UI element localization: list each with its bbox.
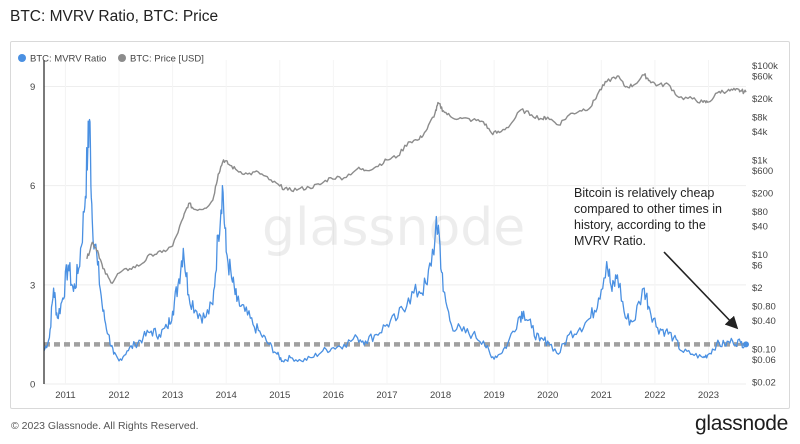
annotation-text-line: history, according to the: [574, 218, 706, 232]
annotation-text-line: Bitcoin is relatively cheap: [574, 186, 714, 200]
mvrv-end-marker: [743, 341, 749, 348]
right-axis-tick-label: $0.10: [752, 344, 776, 355]
legend-price-label: BTC: Price [USD]: [130, 54, 204, 65]
mvrv-series-line: [43, 118, 747, 363]
legend-mvrv-label: BTC: MVRV Ratio: [30, 54, 106, 65]
chart-legend: BTC: MVRV Ratio BTC: Price [USD]: [18, 54, 204, 65]
price-series-line: [86, 73, 747, 284]
left-axis-tick-label: 9: [30, 82, 35, 93]
left-axis-tick-label: 0: [30, 380, 35, 391]
chart-annotation: Bitcoin is relatively cheap compared to o…: [574, 186, 739, 330]
x-axis-tick-label: 2023: [698, 390, 719, 401]
x-axis-tick-label: 2020: [537, 390, 558, 401]
right-axis-tick-label: $1k: [752, 155, 768, 166]
x-axis-tick-label: 2017: [376, 390, 397, 401]
annotation-text-line: MVRV Ratio.: [574, 234, 646, 248]
right-axis-tick-label: $200: [752, 188, 773, 199]
right-axis-tick-label: $8k: [752, 113, 768, 124]
right-axis-tick-label: $60k: [752, 71, 773, 82]
chart-title: BTC: MVRV Ratio, BTC: Price: [10, 8, 219, 25]
right-axis-tick-label: $6: [752, 260, 763, 271]
legend-mvrv-swatch: [18, 54, 26, 62]
legend-price-swatch: [118, 54, 126, 62]
x-axis-tick-label: 2015: [269, 390, 290, 401]
left-axis-tick-label: 6: [30, 181, 35, 192]
right-axis-tick-label: $0.02: [752, 377, 776, 388]
x-axis-tick-label: 2021: [591, 390, 612, 401]
x-axis-tick-label: 2019: [484, 390, 505, 401]
annotation-arrow: [663, 251, 739, 330]
x-axis-tick-label: 2018: [430, 390, 451, 401]
chart-frame: [10, 41, 790, 409]
copyright-footer: © 2023 Glassnode. All Rights Reserved.: [11, 420, 199, 432]
right-axis-tick-label: $0.06: [752, 355, 776, 366]
right-axis-tick-label: $4k: [752, 127, 768, 138]
watermark-text: glassnode: [262, 198, 525, 258]
x-axis-tick-label: 2012: [108, 390, 129, 401]
right-axis-tick-label: $100k: [752, 61, 778, 72]
right-axis-tick-label: $20k: [752, 94, 773, 105]
chart-grid: [44, 60, 746, 385]
right-axis-tick-label: $80: [752, 207, 768, 218]
right-axis-tick-label: $0.80: [752, 302, 776, 313]
x-axis-tick-label: 2013: [162, 390, 183, 401]
x-axis-tick-label: 2022: [644, 390, 665, 401]
right-axis-tick-label: $0.40: [752, 316, 776, 327]
right-axis-tick-label: $10: [752, 250, 768, 261]
left-axis-tick-label: 3: [30, 280, 35, 291]
right-axis-tick-label: $40: [752, 221, 768, 232]
x-axis-tick-label: 2016: [323, 390, 344, 401]
brand-logo: glassnode: [694, 412, 788, 435]
x-axis-tick-label: 2014: [216, 390, 237, 401]
annotation-text-line: compared to other times in: [574, 202, 722, 216]
right-axis-tick-label: $2: [752, 283, 763, 294]
x-axis-tick-label: 2011: [55, 390, 75, 401]
right-axis-tick-label: $600: [752, 166, 773, 177]
